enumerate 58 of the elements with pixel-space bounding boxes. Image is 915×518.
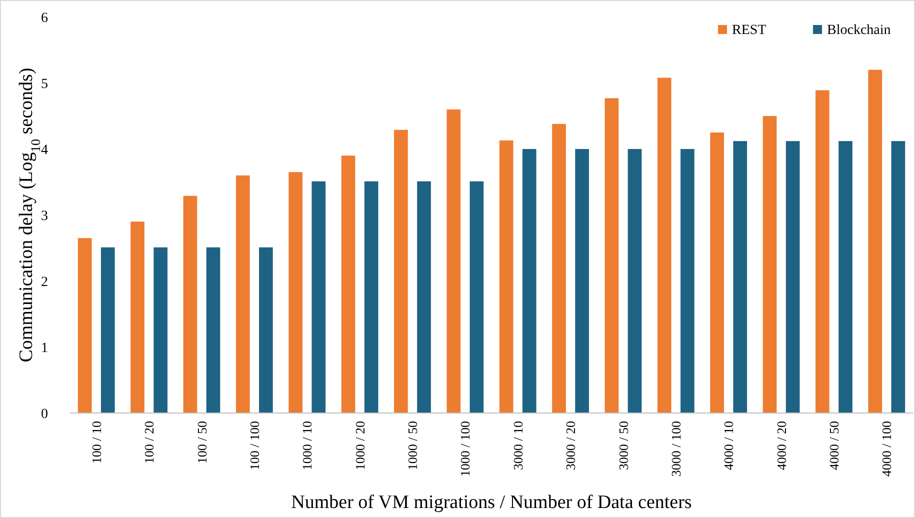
bar: [341, 156, 356, 413]
y-tick-label: 4: [41, 142, 48, 158]
x-tick-label: 100 / 50: [194, 421, 210, 464]
bar: [394, 130, 408, 413]
bar: [868, 70, 882, 413]
x-tick-label: 4000 / 100: [879, 421, 894, 477]
bar: [417, 181, 431, 413]
bar: [130, 222, 144, 413]
bar: [657, 78, 672, 413]
bar: [470, 181, 484, 413]
bar: [78, 238, 92, 413]
bar: [100, 247, 115, 413]
bar: [288, 172, 302, 413]
x-axis-title: Number of VM migrations / Number of Data centers: [291, 492, 692, 513]
bar: [710, 132, 724, 413]
bar: [499, 140, 514, 413]
x-tick-label: 100 / 10: [88, 421, 104, 464]
bar: [446, 109, 461, 413]
x-tick-label: 4000 / 10: [721, 421, 736, 470]
y-tick-label: 6: [41, 10, 48, 26]
bar: [733, 141, 748, 413]
bar: [628, 149, 642, 413]
bar: [838, 141, 852, 413]
legend-label: Blockchain: [827, 23, 891, 38]
x-tick-label: 1000 / 100: [458, 421, 473, 477]
bar: [522, 149, 536, 413]
bar: [762, 116, 777, 413]
bar: [259, 247, 273, 413]
bar: [891, 141, 906, 413]
y-tick-label: 5: [41, 76, 48, 92]
bar: [206, 247, 220, 413]
x-tick-label: 3000 / 50: [616, 421, 631, 470]
bar: [364, 181, 378, 413]
x-tick-label: 1000 / 50: [405, 421, 420, 470]
bar: [680, 149, 694, 413]
y-tick-label: 3: [41, 208, 48, 224]
legend-label: REST: [732, 23, 767, 38]
x-tick-label: 4000 / 50: [826, 421, 842, 470]
bar: [816, 90, 830, 413]
x-tick-label: 4000 / 20: [774, 421, 789, 470]
x-tick-label: 100 / 100: [246, 421, 262, 470]
y-tick-label: 1: [41, 340, 48, 356]
y-tick-label: 0: [41, 406, 48, 422]
x-tick-label: 1000 / 10: [300, 421, 315, 470]
bar: [552, 124, 566, 413]
bar: [786, 141, 800, 413]
bar: [236, 175, 250, 413]
bar: [312, 181, 326, 413]
x-tick-label: 1000 / 20: [352, 421, 368, 470]
bar: [183, 196, 198, 413]
x-tick-label: 3000 / 10: [510, 421, 526, 470]
x-tick-label: 100 / 20: [142, 421, 157, 464]
bar: [575, 149, 589, 413]
bar: [154, 247, 168, 413]
bar: [604, 98, 619, 413]
x-tick-label: 3000 / 20: [563, 421, 578, 470]
x-tick-label: 3000 / 100: [668, 421, 684, 477]
y-tick-label: 2: [41, 274, 48, 290]
